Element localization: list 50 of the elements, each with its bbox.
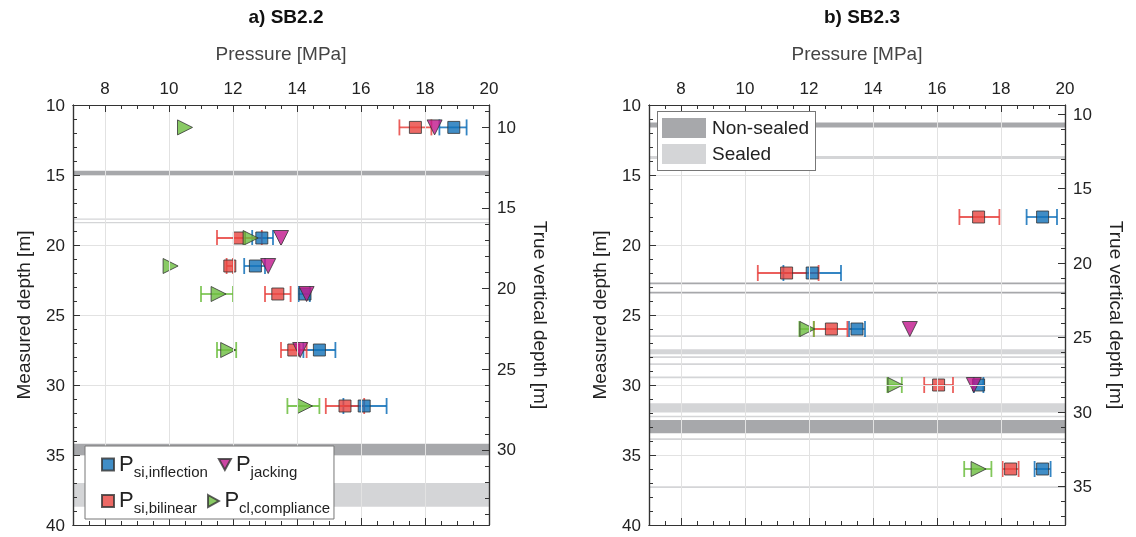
y2-axis-title: True vertical depth [m]: [530, 220, 551, 410]
y2-tick-label: 15: [497, 198, 516, 218]
x-tick-label: 8: [676, 79, 686, 98]
y-tick-label: 15: [622, 165, 641, 185]
y2-tick-label: 10: [497, 117, 516, 137]
x-tick-label: 20: [479, 79, 499, 98]
x-axis-title: Pressure [MPa]: [215, 43, 347, 64]
legend-box: Non-sealed Sealed: [657, 111, 817, 171]
x-tick-label: 16: [351, 79, 371, 98]
y2-tick-label: 30: [1073, 402, 1092, 422]
y2-axis-title: True vertical depth [m]: [1106, 220, 1127, 410]
chart-title: b) SB2.3: [823, 6, 901, 27]
y-tick-label: 10: [46, 95, 65, 115]
y2-tick-label: 20: [497, 279, 516, 299]
x-tick-label: 10: [735, 79, 755, 98]
y-tick-label: 30: [622, 375, 641, 395]
band-label: Sealed: [712, 143, 772, 165]
band-label: Non-sealed: [712, 117, 810, 139]
y-tick-label: 35: [46, 445, 65, 465]
y-axis-title: Measured depth [m]: [589, 230, 610, 400]
y-tick-label: 30: [46, 375, 65, 395]
y-tick-label: 15: [46, 165, 65, 185]
y-tick-label: 40: [46, 515, 65, 535]
y-axis-title: Measured depth [m]: [13, 230, 34, 400]
y2-tick-label: 20: [1073, 253, 1092, 273]
y2-tick-label: 25: [497, 359, 516, 379]
chart-title: a) SB2.2: [248, 6, 324, 27]
x-tick-label: 10: [159, 79, 179, 98]
y-tick-label: 10: [622, 95, 641, 115]
y-tick-label: 25: [622, 305, 641, 325]
x-tick-label: 18: [991, 79, 1011, 98]
x-tick-label: 18: [415, 79, 435, 98]
x-tick-label: 12: [799, 79, 819, 98]
x-tick-label: 16: [927, 79, 947, 98]
y2-tick-label: 15: [1073, 179, 1092, 199]
y-tick-label: 20: [46, 235, 65, 255]
x-tick-label: 12: [223, 79, 243, 98]
y2-tick-label: 35: [1073, 477, 1092, 497]
y2-tick-label: 10: [1073, 104, 1092, 124]
y2-tick-label: 30: [497, 440, 516, 460]
y-tick-label: 35: [622, 445, 641, 465]
x-tick-label: 20: [1055, 79, 1075, 98]
y-tick-label: 40: [622, 515, 641, 535]
y-tick-label: 25: [46, 305, 65, 325]
y2-tick-label: 25: [1073, 328, 1092, 348]
y-tick-label: 20: [622, 235, 641, 255]
x-tick-label: 14: [863, 79, 883, 98]
x-axis-title: Pressure [MPa]: [791, 43, 923, 64]
x-tick-label: 14: [287, 79, 307, 98]
x-tick-label: 8: [100, 79, 110, 98]
